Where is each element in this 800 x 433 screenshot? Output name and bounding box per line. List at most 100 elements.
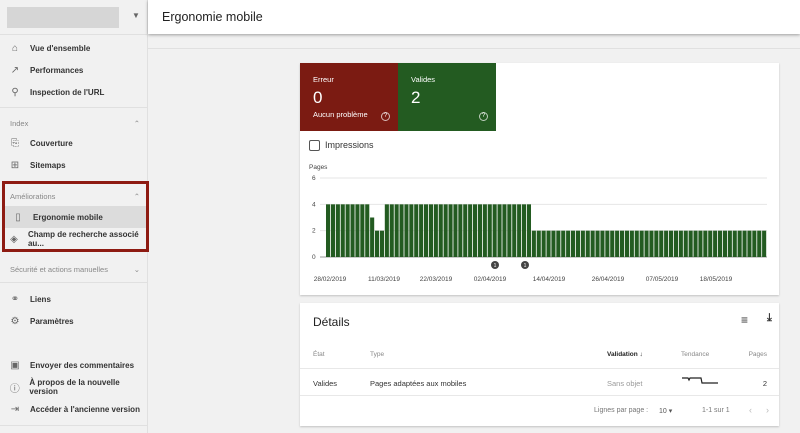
rows-per-page-select[interactable]: 10 ▾ (659, 408, 673, 415)
cell-etat: Valides (313, 379, 338, 388)
bar (379, 230, 384, 257)
bar (526, 204, 531, 257)
x-tick-label: 28/02/2019 (314, 276, 347, 283)
bar (404, 204, 409, 257)
info-icon: ⓘ (9, 383, 20, 395)
bar (433, 204, 438, 257)
bar (678, 230, 683, 257)
label: Performances (30, 65, 84, 75)
x-tick-label: 22/03/2019 (420, 276, 453, 283)
sitemap-icon: ⊞ (10, 159, 20, 171)
section-securite[interactable]: Sécurité et actions manuelles ⌄ (10, 265, 140, 274)
bar (370, 217, 375, 257)
bar (742, 230, 747, 257)
x-tick-label: 18/05/2019 (700, 276, 733, 283)
bar (414, 204, 419, 257)
bar (502, 204, 507, 257)
sidebar-item-old-version[interactable]: ⇥ Accéder à l'ancienne version (0, 398, 148, 420)
cell-validation: Sans objet (607, 379, 643, 388)
bar (556, 230, 561, 257)
bar (365, 204, 370, 257)
sidebar-item-performances[interactable]: ↗ Performances (0, 59, 148, 81)
impressions-checkbox[interactable] (309, 140, 320, 151)
help-icon[interactable]: ? (479, 112, 488, 121)
bar (375, 230, 380, 257)
bar (575, 230, 580, 257)
home-icon: ⌂ (11, 42, 19, 54)
label: Liens (30, 294, 51, 304)
prev-page-icon[interactable]: ‹ (749, 405, 752, 415)
bar (424, 204, 429, 257)
sidebar-item-about[interactable]: ⓘ À propos de la nouvelle version (0, 376, 148, 398)
bar (463, 204, 468, 257)
sidebar-item-parametres[interactable]: ⚙ Paramètres (0, 310, 148, 332)
filter-icon[interactable]: ≡ (741, 313, 749, 327)
page-header: Ergonomie mobile (148, 0, 800, 34)
sidebar-item-liens[interactable]: ⚭ Liens (0, 288, 148, 310)
error-count: 0 (313, 88, 323, 107)
bar (487, 204, 492, 257)
cell-type: Pages adaptées aux mobiles (370, 379, 467, 388)
property-selector[interactable] (7, 7, 119, 28)
bar (600, 230, 605, 257)
x-tick-label: 02/04/2019 (474, 276, 507, 283)
bar (335, 204, 340, 257)
sidebar-item-champ-recherche[interactable]: ◈ Champ de recherche associé au... (0, 228, 148, 250)
label: Paramètres (30, 316, 74, 326)
summary-card: Erreur 0 Aucun problème ? Valides 2 ? Im… (300, 63, 779, 295)
search-icon: ⚲ (11, 86, 19, 98)
bar (615, 230, 620, 257)
sidebar-item-sitemaps[interactable]: ⊞ Sitemaps (0, 154, 148, 176)
section-index[interactable]: Index ⌃ (10, 119, 140, 128)
bar (649, 230, 654, 257)
col-tendance[interactable]: Tendance (681, 351, 710, 358)
bar (438, 204, 443, 257)
section-ameliorations[interactable]: Améliorations ⌃ (10, 192, 140, 201)
bar (634, 230, 639, 257)
col-validation[interactable]: Validation ↓ (607, 351, 643, 358)
bar (644, 230, 649, 257)
col-pages[interactable]: Pages (748, 351, 767, 358)
dropdown-icon: ▾ (668, 408, 673, 415)
arrow-down-icon: ↓ (639, 351, 643, 358)
bar (757, 230, 762, 257)
next-page-icon[interactable]: › (766, 405, 769, 415)
sidebar-item-couverture[interactable]: ⎘ Couverture (0, 132, 148, 154)
bar (512, 204, 517, 257)
bar (722, 230, 727, 257)
bar (458, 204, 463, 257)
valid-tile[interactable]: Valides 2 ? (398, 63, 496, 131)
bar (330, 204, 335, 257)
file-copy-icon: ⎘ (11, 137, 19, 149)
bar (732, 230, 737, 257)
bar (473, 204, 478, 257)
error-tile[interactable]: Erreur 0 Aucun problème ? (300, 63, 398, 131)
label: Ergonomie mobile (33, 212, 103, 222)
bar (683, 230, 688, 257)
feedback-icon: ▣ (10, 359, 20, 371)
sidebar-item-ergonomie-mobile[interactable]: ▯ Ergonomie mobile (3, 206, 147, 228)
bar (669, 230, 674, 257)
pagination-range: 1-1 sur 1 (702, 407, 730, 414)
bar (468, 204, 473, 257)
bar (693, 230, 698, 257)
label: Sécurité et actions manuelles (10, 265, 108, 274)
sidebar-item-overview[interactable]: ⌂ Vue d'ensemble (0, 37, 148, 59)
col-etat[interactable]: État (313, 351, 325, 358)
label: Index (10, 119, 29, 128)
layers-icon: ◈ (10, 233, 18, 245)
bar (752, 230, 757, 257)
bar (355, 204, 360, 257)
chevron-up-icon: ⌃ (133, 192, 140, 201)
sidebar-item-feedback[interactable]: ▣ Envoyer des commentaires (0, 354, 148, 376)
bar (482, 204, 487, 257)
valid-label: Valides (411, 75, 436, 84)
col-type[interactable]: Type (370, 351, 385, 358)
chevron-down-icon[interactable]: ▼ (132, 11, 140, 20)
chevron-down-icon: ⌄ (133, 265, 140, 274)
sidebar-item-url-inspection[interactable]: ⚲ Inspection de l'URL (0, 81, 148, 103)
label: Sitemaps (30, 160, 66, 170)
bar (409, 204, 414, 257)
download-icon[interactable]: ⤓ (767, 312, 772, 324)
help-icon[interactable]: ? (381, 112, 390, 121)
